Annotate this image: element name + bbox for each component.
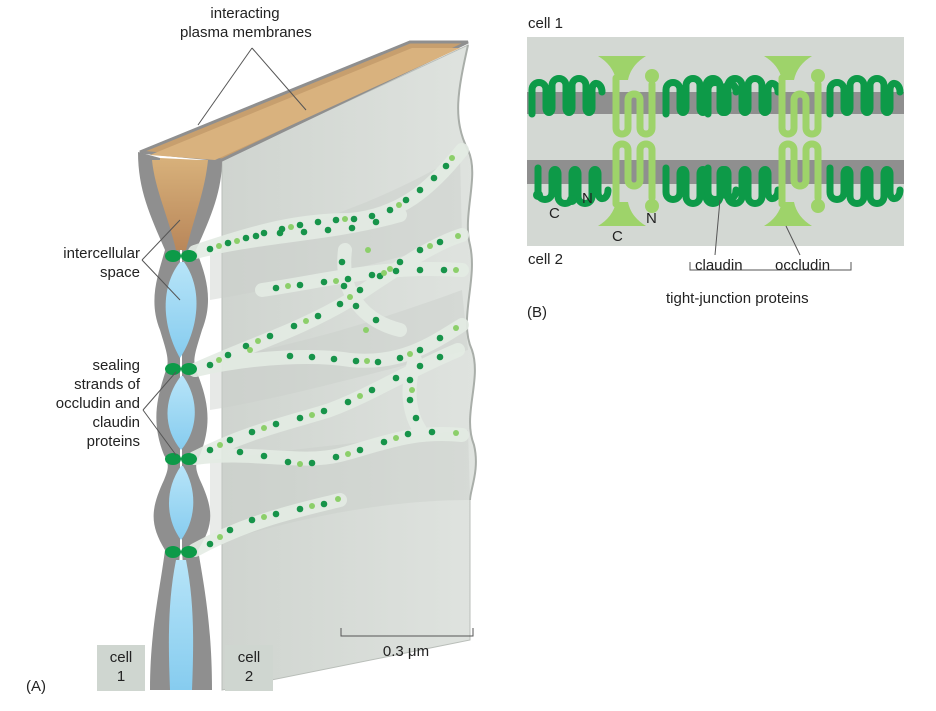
label-interacting-membranes: interacting plasma membranes [180, 4, 312, 42]
sealing-strand-beads [206, 155, 461, 548]
terminal-c-left: C [549, 205, 560, 222]
intercellular-space-bottom [168, 560, 194, 690]
cell-1-word: cell [109, 649, 133, 666]
occludin-label: occludin [775, 257, 831, 274]
panel-b-cell-2-label: cell 2 [528, 251, 564, 268]
panel-b-letter: (B) [527, 304, 547, 321]
cell-2-box: cell 2 [225, 645, 273, 691]
label-sealing-line4: claudin [92, 414, 140, 431]
label-sealing-line1: sealing [92, 357, 140, 374]
label-intercellular-line1: intercellular [63, 245, 140, 262]
label-intercellular-line2: space [99, 264, 140, 281]
label-interacting-line1: interacting [210, 5, 280, 22]
cell-2-number: 2 [244, 668, 254, 685]
scale-bar-label: 0.3 μm [382, 643, 430, 660]
label-intercellular-space: intercellular space [30, 244, 140, 282]
terminal-n-left: N [582, 190, 593, 207]
claudin-label: claudin [695, 257, 743, 274]
panel-a-letter: (A) [26, 678, 46, 695]
intercellular-space-1 [165, 262, 197, 358]
label-sealing-line3: occludin and [55, 395, 140, 412]
label-sealing-line5: proteins [86, 433, 140, 450]
label-sealing-strands: sealing strands of occludin and claudin … [20, 356, 140, 451]
leader-lines [141, 47, 307, 456]
junction-pairs [165, 250, 197, 558]
panel-b-cell-1-label: cell 1 [528, 15, 564, 32]
label-interacting-line2: plasma membranes [180, 24, 312, 41]
terminal-n-right: N [646, 210, 657, 227]
terminal-c-right: C [612, 228, 623, 245]
label-sealing-line2: strands of [74, 376, 140, 393]
cell-1-number: 1 [116, 668, 126, 685]
tight-junction-proteins-label: tight-junction proteins [666, 290, 809, 307]
cell-1-box: cell 1 [97, 645, 145, 691]
cell-2-word: cell [237, 649, 261, 666]
scale-bar [340, 628, 474, 637]
